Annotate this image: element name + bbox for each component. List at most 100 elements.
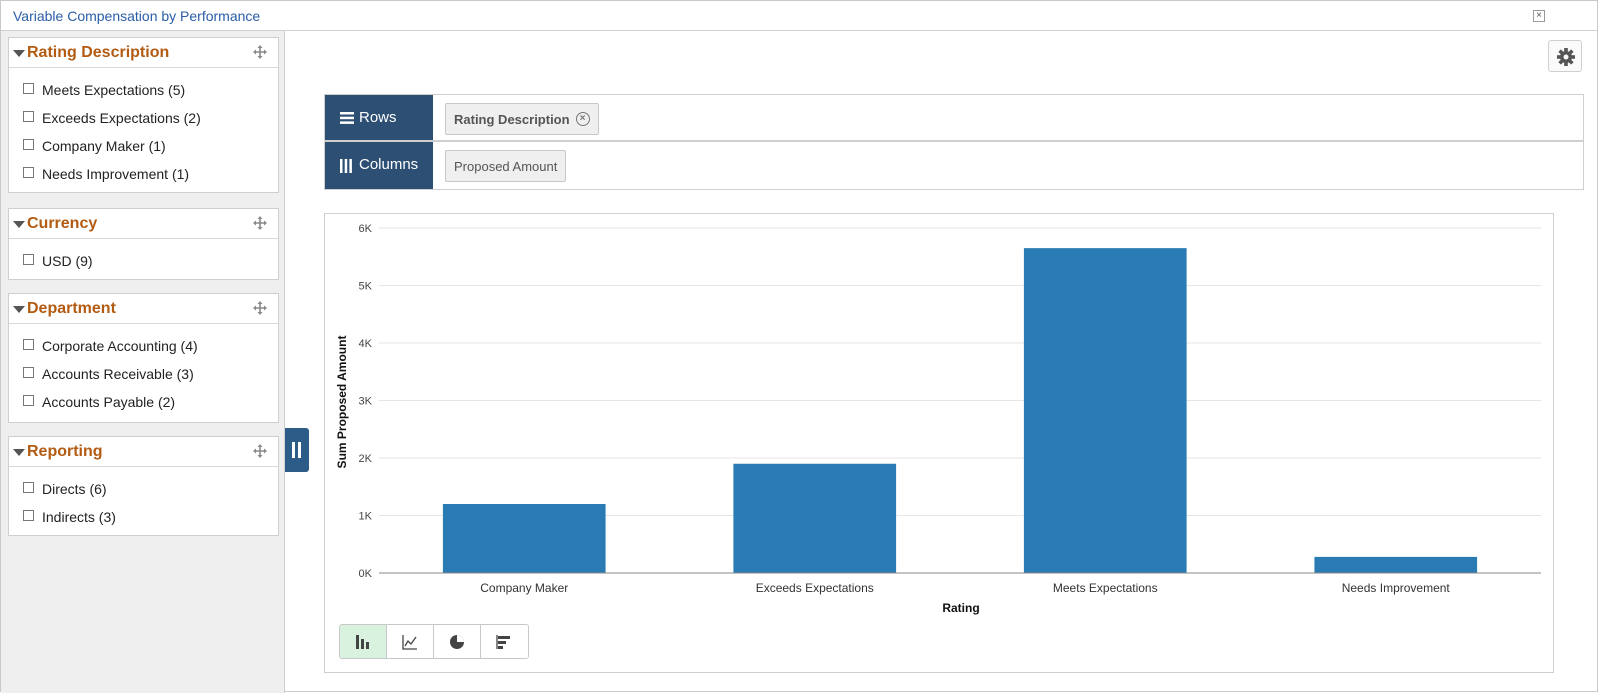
window-title: Variable Compensation by Performance bbox=[13, 8, 261, 24]
facet-item-label: Accounts Payable (2) bbox=[42, 394, 176, 410]
move-icon[interactable] bbox=[252, 44, 268, 60]
main-panel: Rows Rating Description × Columns Propos… bbox=[286, 31, 1597, 693]
line-chart-button[interactable] bbox=[387, 625, 434, 658]
facet-item-label: Accounts Receivable (3) bbox=[42, 366, 194, 382]
close-button[interactable]: × bbox=[1533, 10, 1545, 22]
facet-currency: Currency USD (9) bbox=[8, 208, 279, 280]
collapse-arrow-icon[interactable] bbox=[13, 449, 25, 456]
title-bar: Variable Compensation by Performance × bbox=[1, 1, 1597, 31]
checkbox[interactable] bbox=[23, 481, 34, 493]
y-tick-label: 1K bbox=[359, 511, 373, 523]
x-tick-label: Meets Expectations bbox=[1053, 581, 1158, 595]
pivot-columns-zone: Columns Proposed Amount bbox=[324, 141, 1584, 190]
checkbox[interactable] bbox=[23, 394, 34, 406]
facet-header[interactable]: Rating Description bbox=[9, 38, 278, 68]
x-tick-label: Needs Improvement bbox=[1342, 581, 1451, 595]
x-tick-label: Exceeds Expectations bbox=[756, 581, 874, 595]
chip-label: Proposed Amount bbox=[454, 159, 558, 174]
y-tick-label: 5K bbox=[359, 281, 373, 293]
bar-chart: Sum Proposed Amount Rating 0K 1K 2K 3K 4K 5K 6… bbox=[335, 223, 1541, 615]
bar[interactable] bbox=[442, 504, 606, 573]
facet-item-accounts-receivable[interactable]: Accounts Receivable (3) bbox=[23, 360, 278, 388]
sidebar-collapse-handle[interactable] bbox=[285, 428, 309, 472]
facet-reporting: Reporting Directs (6) Indirects (3) bbox=[8, 436, 279, 536]
columns-icon bbox=[340, 159, 352, 173]
checkbox[interactable] bbox=[23, 138, 34, 150]
y-tick-label: 0K bbox=[359, 568, 373, 580]
bar[interactable] bbox=[1314, 556, 1478, 573]
facet-title: Reporting bbox=[27, 443, 103, 460]
columns-label-text: Columns bbox=[359, 156, 419, 173]
checkbox[interactable] bbox=[23, 82, 34, 94]
horizontal-bar-chart-button[interactable] bbox=[481, 625, 528, 658]
bar[interactable] bbox=[733, 463, 897, 573]
facet-sidebar: Rating Description Meets Expectations (5… bbox=[1, 31, 285, 693]
rows-chip-rating-description[interactable]: Rating Description × bbox=[445, 103, 599, 135]
pause-bar-icon bbox=[298, 442, 301, 458]
chip-label: Rating Description bbox=[454, 112, 570, 127]
facet-item-accounts-payable[interactable]: Accounts Payable (2) bbox=[23, 388, 278, 416]
move-icon[interactable] bbox=[252, 215, 268, 231]
checkbox[interactable] bbox=[23, 166, 34, 178]
facet-item-label: Exceeds Expectations (2) bbox=[42, 110, 201, 126]
pause-bar-icon bbox=[292, 442, 295, 458]
rows-icon bbox=[340, 112, 354, 124]
y-tick-label: 2K bbox=[359, 453, 373, 465]
bar-chart-icon bbox=[356, 635, 369, 649]
rows-label-text: Rows bbox=[359, 109, 397, 126]
facet-rating-description: Rating Description Meets Expectations (5… bbox=[8, 37, 279, 193]
collapse-arrow-icon[interactable] bbox=[13, 50, 25, 57]
facet-item-label: Directs (6) bbox=[42, 481, 107, 497]
facet-item-label: Indirects (3) bbox=[42, 509, 116, 525]
y-tick-label: 6K bbox=[359, 223, 373, 235]
facet-item-indirects[interactable]: Indirects (3) bbox=[23, 503, 278, 531]
checkbox[interactable] bbox=[23, 110, 34, 122]
facet-item-label: Meets Expectations (5) bbox=[42, 82, 186, 98]
bar[interactable] bbox=[1023, 248, 1187, 573]
chart-container: Sum Proposed Amount Rating 0K 1K 2K 3K 4K 5K 6… bbox=[324, 213, 1554, 673]
facet-item-label: Company Maker (1) bbox=[42, 138, 166, 154]
facet-department: Department Corporate Accounting (4) Acco… bbox=[8, 293, 279, 423]
settings-button[interactable] bbox=[1548, 40, 1582, 72]
facet-item-corporate-accounting[interactable]: Corporate Accounting (4) bbox=[23, 332, 278, 360]
x-axis-title: Rating bbox=[942, 601, 979, 615]
facet-header[interactable]: Currency bbox=[9, 209, 278, 239]
bar-chart-button[interactable] bbox=[340, 625, 387, 658]
checkbox[interactable] bbox=[23, 366, 34, 378]
x-tick-label: Company Maker bbox=[480, 581, 568, 595]
pie-chart-button[interactable] bbox=[434, 625, 481, 658]
facet-item-directs[interactable]: Directs (6) bbox=[23, 475, 278, 503]
facet-item-label: Corporate Accounting (4) bbox=[42, 338, 198, 354]
checkbox[interactable] bbox=[23, 509, 34, 521]
facet-item-needs-improvement[interactable]: Needs Improvement (1) bbox=[23, 160, 278, 188]
columns-chip-proposed-amount[interactable]: Proposed Amount bbox=[445, 150, 567, 182]
checkbox[interactable] bbox=[23, 253, 34, 265]
facet-item-label: USD (9) bbox=[42, 253, 93, 269]
gear-icon bbox=[1557, 48, 1575, 66]
collapse-arrow-icon[interactable] bbox=[13, 306, 25, 313]
checkbox[interactable] bbox=[23, 338, 34, 350]
facet-title: Currency bbox=[27, 215, 98, 232]
facet-item-usd[interactable]: USD (9) bbox=[23, 247, 278, 275]
rows-label: Rows bbox=[325, 95, 433, 140]
facet-title: Department bbox=[27, 300, 116, 317]
facet-header[interactable]: Reporting bbox=[9, 437, 278, 467]
move-icon[interactable] bbox=[252, 443, 268, 459]
remove-icon[interactable]: × bbox=[575, 112, 590, 126]
horizontal-bar-chart-icon bbox=[496, 635, 510, 649]
facet-title: Rating Description bbox=[27, 44, 170, 61]
facet-item-exceeds-expectations[interactable]: Exceeds Expectations (2) bbox=[23, 104, 278, 132]
facet-header[interactable]: Department bbox=[9, 294, 278, 324]
chart-type-toolbar bbox=[339, 624, 529, 659]
move-icon[interactable] bbox=[252, 300, 268, 316]
pivot-rows-zone: Rows Rating Description × bbox=[324, 94, 1584, 141]
y-tick-label: 4K bbox=[359, 338, 373, 350]
facet-item-company-maker[interactable]: Company Maker (1) bbox=[23, 132, 278, 160]
y-tick-label: 3K bbox=[359, 396, 373, 408]
facet-item-meets-expectations[interactable]: Meets Expectations (5) bbox=[23, 76, 278, 104]
y-axis-title: Sum Proposed Amount bbox=[335, 336, 349, 469]
pie-chart-icon bbox=[450, 635, 464, 649]
collapse-arrow-icon[interactable] bbox=[13, 221, 25, 228]
columns-label: Columns bbox=[325, 142, 433, 189]
